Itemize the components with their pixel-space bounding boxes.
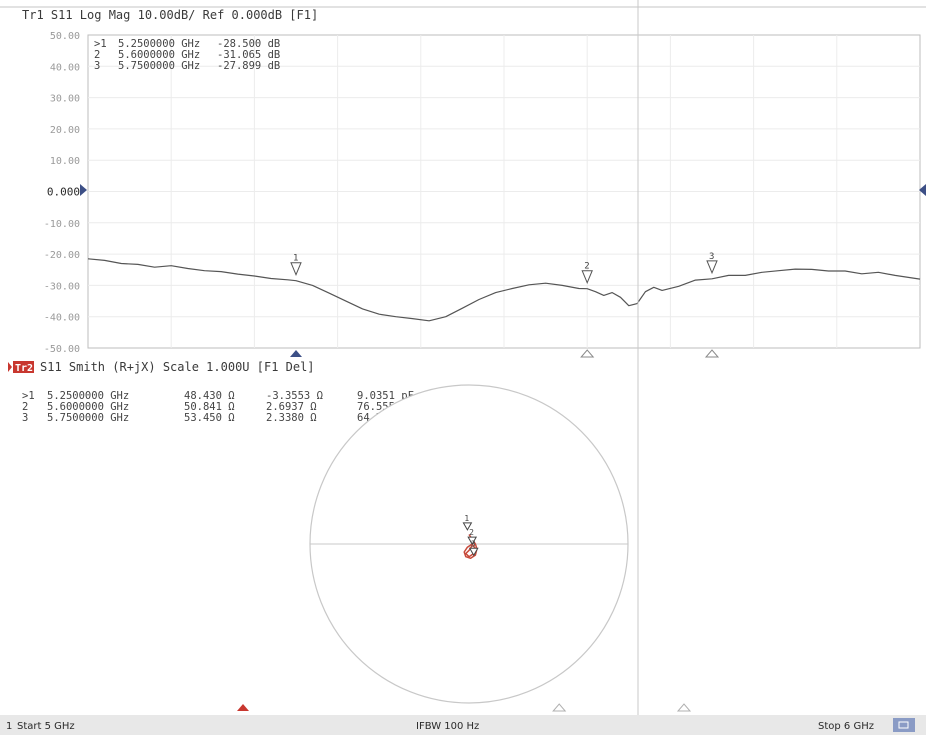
- smith-readout-x: 2.3380 Ω: [266, 412, 317, 424]
- status-indicator-icon[interactable]: [893, 718, 915, 732]
- smith-readout-r: 50.841 Ω: [184, 401, 235, 413]
- smith-readout-x: -3.3553 Ω: [266, 390, 323, 402]
- logmag-readout-freq: 5.2500000 GHz: [118, 38, 200, 50]
- smith-marker-1-label: 1: [464, 514, 469, 523]
- logmag-marker-1-icon[interactable]: [290, 262, 302, 277]
- smith-readout-r: 53.450 Ω: [184, 412, 235, 424]
- smith-readout-freq: 5.2500000 GHz: [47, 390, 129, 402]
- trace2-header[interactable]: S11 Smith (R+jX) Scale 1.000U [F1 Del]: [40, 360, 315, 374]
- smith-markers: 12 3: [462, 514, 479, 557]
- ref-level-right-arrow-icon[interactable]: [919, 184, 926, 196]
- logmag-y-tick-label: -20.00: [44, 250, 80, 261]
- logmag-marker-3-icon[interactable]: [706, 260, 718, 275]
- logmag-readout-freq: 5.7500000 GHz: [118, 60, 200, 72]
- logmag-readout-value: -28.500 dB: [217, 38, 280, 50]
- logmag-marker-2-triangle-icon[interactable]: [580, 349, 595, 358]
- ref-level-left-arrow-icon[interactable]: [80, 184, 87, 196]
- logmag-y-tick-label: 40.00: [50, 62, 80, 73]
- logmag-marker-3-triangle-icon[interactable]: [704, 349, 720, 358]
- trace1-header[interactable]: Tr1 S11 Log Mag 10.00dB/ Ref 0.000dB [F1…: [22, 8, 318, 22]
- smith-readout-freq: 5.6000000 GHz: [47, 401, 129, 413]
- logmag-marker-2-label: 2: [584, 262, 589, 272]
- status-stop[interactable]: Stop 6 GHz: [818, 721, 874, 732]
- logmag-grid: [88, 35, 920, 348]
- smith-readout-r: 48.430 Ω: [184, 390, 235, 402]
- logmag-y-tick-label: -10.00: [44, 219, 80, 230]
- smith-marker-2-icon[interactable]: [467, 536, 478, 546]
- smith-marker-3-icon[interactable]: [468, 547, 479, 557]
- status-channel: 1: [6, 721, 12, 732]
- logmag-marker-3-label: 3: [709, 252, 714, 262]
- logmag-readout-id: 2: [94, 49, 100, 61]
- status-start[interactable]: Start 5 GHz: [17, 721, 75, 732]
- smith-marker-readout: >1 5.2500000 GHz 48.430 Ω -3.3553 Ω 9.0351 p…: [22, 390, 414, 424]
- logmag-marker-1-label: 1: [293, 254, 298, 264]
- logmag-y-tick-label: 20.00: [50, 125, 80, 136]
- smith-panel[interactable]: 12 3: [309, 384, 629, 704]
- logmag-readout-id: >1: [94, 38, 107, 50]
- smith-readout-id: 3: [22, 412, 28, 424]
- logmag-markers: 1 2 3: [290, 252, 718, 285]
- smith-marker-3-triangle-icon[interactable]: [676, 703, 692, 712]
- smith-marker-triangles: [237, 703, 692, 712]
- smith-marker-1-triangle-icon[interactable]: [237, 704, 249, 711]
- smith-trace-line: [463, 534, 478, 560]
- logmag-marker-readout: >1 5.2500000 GHz -28.500 dB 2 5.6000000 GHz…: [94, 38, 280, 72]
- logmag-y-tick-label: -50.00: [44, 344, 80, 355]
- logmag-readout-id: 3: [94, 60, 100, 72]
- smith-readout-id: >1: [22, 390, 35, 402]
- logmag-marker-1-triangle-icon[interactable]: [290, 350, 302, 357]
- logmag-readout-value: -27.899 dB: [217, 60, 280, 72]
- logmag-readout-value: -31.065 dB: [217, 49, 280, 61]
- status-bar: [0, 715, 926, 735]
- smith-readout-freq: 5.7500000 GHz: [47, 412, 129, 424]
- tr2-badge[interactable]: [13, 361, 34, 373]
- logmag-y-ticks: 50.00 40.00 30.00 20.00 10.00 0.000 -10.00 -20.…: [44, 31, 80, 355]
- logmag-y-tick-label: 0.000: [47, 186, 80, 199]
- logmag-y-tick-label: -40.00: [44, 313, 80, 324]
- logmag-trace-line: [87, 258, 921, 322]
- smith-marker-3-label: 3: [471, 539, 476, 548]
- smith-readout-id: 2: [22, 401, 28, 413]
- tr2-badge-label: Tr2: [15, 363, 33, 374]
- status-indicator-glyph-icon: [898, 721, 909, 729]
- active-trace-arrow-icon: [8, 362, 12, 372]
- status-ifbw[interactable]: IFBW 100 Hz: [416, 721, 479, 732]
- logmag-y-tick-label: 10.00: [50, 156, 80, 167]
- logmag-y-tick-label: 30.00: [50, 94, 80, 105]
- logmag-marker-2-icon[interactable]: [581, 270, 593, 285]
- smith-readout-lc: 9.0351 pF: [357, 390, 414, 402]
- logmag-marker-triangles: [290, 349, 720, 358]
- logmag-readout-freq: 5.6000000 GHz: [118, 49, 200, 61]
- logmag-panel[interactable]: 50.00 40.00 30.00 20.00 10.00 0.000 -10.00 -20.…: [44, 31, 921, 355]
- logmag-y-tick-label: 50.00: [50, 31, 80, 42]
- smith-marker-1-icon[interactable]: [462, 522, 473, 531]
- logmag-y-tick-label: -30.00: [44, 281, 80, 292]
- smith-marker-2-triangle-icon[interactable]: [552, 703, 567, 712]
- smith-marker-2-label: 2: [469, 528, 474, 537]
- smith-readout-x: 2.6937 Ω: [266, 401, 317, 413]
